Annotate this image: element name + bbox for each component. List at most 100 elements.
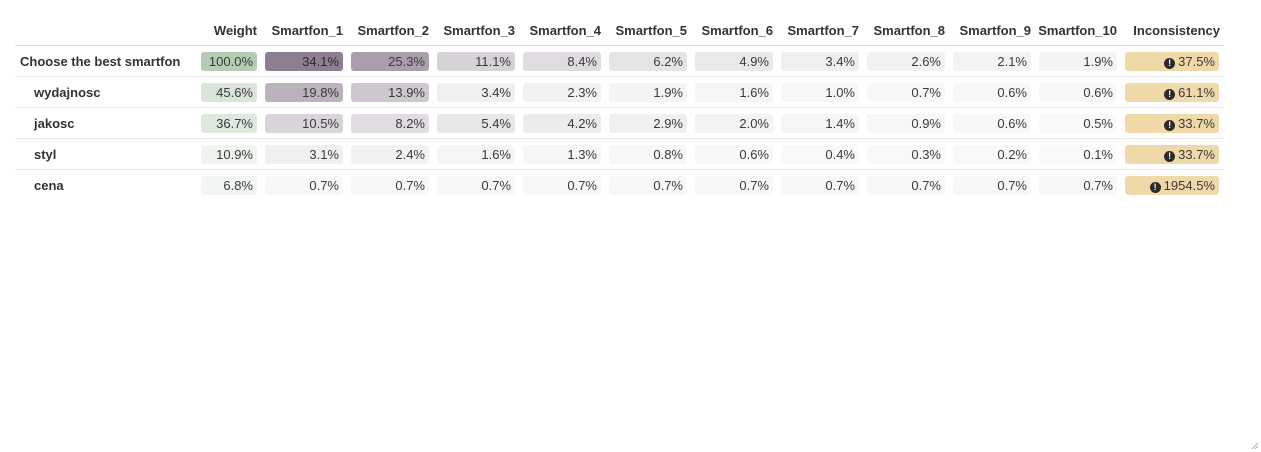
- priority-value: 3.4%: [437, 82, 515, 102]
- priority-value: 13.9%: [351, 82, 429, 102]
- smartfon-9-cell: 0.6%: [949, 76, 1035, 108]
- priority-value: 1.6%: [695, 82, 773, 102]
- priority-value: 4.2%: [523, 113, 601, 133]
- weight-value: 100.0%: [201, 51, 257, 71]
- priority-value: 0.6%: [1039, 82, 1117, 102]
- priority-value: 0.9%: [867, 113, 945, 133]
- smartfon-1-cell: 3.1%: [261, 138, 347, 170]
- smartfon-10-cell: 0.6%: [1035, 76, 1121, 108]
- priority-value: 0.5%: [1039, 113, 1117, 133]
- smartfon-10-cell: 0.5%: [1035, 107, 1121, 139]
- priority-value: 0.6%: [695, 144, 773, 164]
- inconsistency-badge: ! 33.7%: [1125, 144, 1219, 164]
- priority-value: 10.5%: [265, 113, 343, 133]
- priority-value: 0.6%: [953, 82, 1031, 102]
- smartfon-6-cell: 2.0%: [691, 107, 777, 139]
- inconsistency-value: 33.7%: [1178, 115, 1215, 131]
- table-body: Choose the best smartfon 100.0% 34.1% 25.3%…: [15, 46, 1224, 200]
- priority-value: 1.6%: [437, 144, 515, 164]
- header-smartfon-3: Smartfon_3: [433, 16, 519, 46]
- table-row: wydajnosc 45.6% 19.8% 13.9% 3.4% 2.3% 1.9% 1.6%…: [15, 76, 1224, 108]
- smartfon-10-cell: 0.1%: [1035, 138, 1121, 170]
- smartfon-4-cell: 8.4%: [519, 46, 605, 77]
- smartfon-2-cell: 13.9%: [347, 76, 433, 108]
- priority-value: 0.3%: [867, 145, 945, 164]
- inconsistency-cell: ! 33.7%: [1121, 107, 1224, 139]
- priority-value: 0.7%: [609, 175, 687, 195]
- smartfon-4-cell: 2.3%: [519, 76, 605, 108]
- inconsistency-badge: ! 33.7%: [1125, 113, 1219, 133]
- smartfon-9-cell: 2.1%: [949, 46, 1035, 77]
- smartfon-5-cell: 0.8%: [605, 138, 691, 170]
- header-smartfon-1: Smartfon_1: [261, 16, 347, 46]
- smartfon-3-cell: 11.1%: [433, 46, 519, 77]
- resize-grip-icon[interactable]: [1251, 442, 1259, 450]
- priority-value: 2.3%: [523, 82, 601, 102]
- inconsistency-value: 1954.5%: [1163, 177, 1215, 193]
- ahp-priority-table: Weight Smartfon_1 Smartfon_2 Smartfon_3 …: [15, 16, 1224, 200]
- exclamation-circle-icon: !: [1164, 88, 1176, 100]
- priority-value: 0.7%: [867, 82, 945, 102]
- priority-value: 0.8%: [609, 144, 687, 164]
- weight-cell: 36.7%: [197, 107, 261, 139]
- priority-value: 1.4%: [781, 113, 859, 133]
- smartfon-3-cell: 1.6%: [433, 138, 519, 170]
- smartfon-9-cell: 0.2%: [949, 138, 1035, 170]
- header-smartfon-4: Smartfon_4: [519, 16, 605, 46]
- priority-value: 2.4%: [351, 144, 429, 164]
- smartfon-5-cell: 1.9%: [605, 76, 691, 108]
- smartfon-1-cell: 10.5%: [261, 107, 347, 139]
- weight-cell: 6.8%: [197, 169, 261, 200]
- smartfon-8-cell: 0.7%: [863, 76, 949, 108]
- header-smartfon-6: Smartfon_6: [691, 16, 777, 46]
- priority-value: 0.7%: [781, 175, 859, 195]
- smartfon-1-cell: 0.7%: [261, 169, 347, 200]
- priority-value: 0.7%: [695, 175, 773, 195]
- priority-value: 0.7%: [1039, 175, 1117, 195]
- weight-value: 36.7%: [201, 113, 257, 133]
- inconsistency-value: 61.1%: [1178, 84, 1215, 100]
- priority-value: 1.0%: [781, 82, 859, 102]
- header-smartfon-7: Smartfon_7: [777, 16, 863, 46]
- priority-value: 6.2%: [609, 51, 687, 71]
- weight-value: 6.8%: [201, 175, 257, 195]
- smartfon-1-cell: 19.8%: [261, 76, 347, 108]
- smartfon-8-cell: 0.3%: [863, 138, 949, 170]
- priority-value: 1.9%: [1039, 51, 1117, 71]
- inconsistency-cell: ! 33.7%: [1121, 138, 1224, 170]
- header-smartfon-9: Smartfon_9: [949, 16, 1035, 46]
- priority-value: 0.7%: [265, 175, 343, 195]
- exclamation-circle-icon: !: [1149, 181, 1161, 193]
- smartfon-8-cell: 0.9%: [863, 107, 949, 139]
- smartfon-7-cell: 1.4%: [777, 107, 863, 139]
- smartfon-5-cell: 6.2%: [605, 46, 691, 77]
- inconsistency-cell: ! 37.5%: [1121, 46, 1224, 77]
- priority-value: 0.6%: [953, 113, 1031, 133]
- smartfon-8-cell: 0.7%: [863, 169, 949, 200]
- smartfon-10-cell: 1.9%: [1035, 46, 1121, 77]
- table-row: styl 10.9% 3.1% 2.4% 1.6% 1.3% 0.8% 0.6% 0.4% 0.3…: [15, 138, 1224, 170]
- priority-value: 11.1%: [437, 51, 515, 71]
- priority-value: 3.4%: [781, 51, 859, 71]
- exclamation-circle-icon: !: [1164, 57, 1176, 69]
- smartfon-4-cell: 0.7%: [519, 169, 605, 200]
- row-label: cena: [15, 169, 197, 200]
- table-row: jakosc 36.7% 10.5% 8.2% 5.4% 4.2% 2.9% 2.0% 1.4%…: [15, 107, 1224, 139]
- priority-value: 25.3%: [351, 51, 429, 71]
- header-row: Weight Smartfon_1 Smartfon_2 Smartfon_3 …: [15, 16, 1224, 46]
- priority-value: 19.8%: [265, 82, 343, 102]
- priority-value: 0.1%: [1039, 145, 1117, 164]
- smartfon-4-cell: 4.2%: [519, 107, 605, 139]
- smartfon-5-cell: 2.9%: [605, 107, 691, 139]
- header-inconsistency: Inconsistency: [1121, 16, 1224, 46]
- smartfon-4-cell: 1.3%: [519, 138, 605, 170]
- table-row: Choose the best smartfon 100.0% 34.1% 25.3%…: [15, 46, 1224, 77]
- priority-value: 0.7%: [437, 175, 515, 195]
- priority-value: 8.2%: [351, 113, 429, 133]
- smartfon-6-cell: 0.7%: [691, 169, 777, 200]
- row-label: Choose the best smartfon: [20, 53, 181, 69]
- smartfon-3-cell: 5.4%: [433, 107, 519, 139]
- smartfon-6-cell: 1.6%: [691, 76, 777, 108]
- weight-cell: 10.9%: [197, 138, 261, 170]
- weight-value: 45.6%: [201, 82, 257, 102]
